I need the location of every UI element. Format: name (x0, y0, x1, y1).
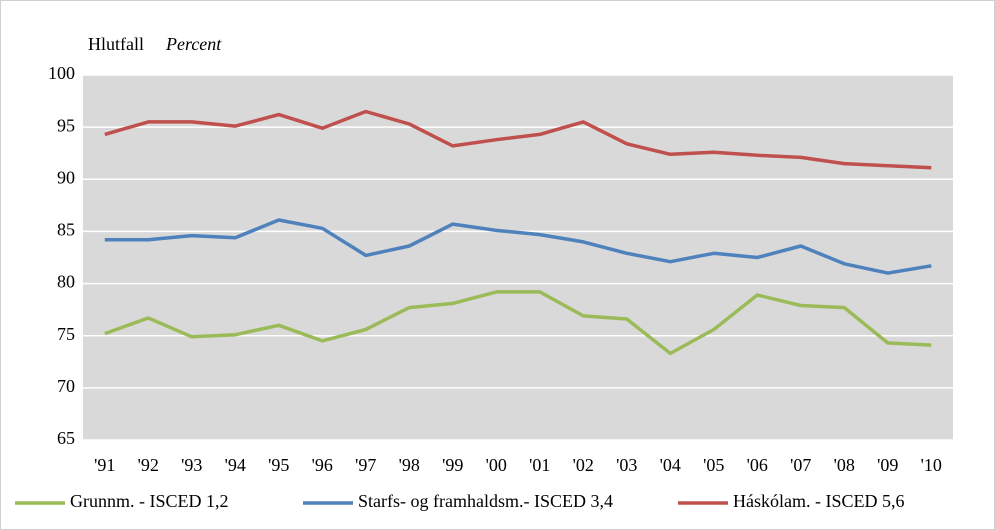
series-line (104, 218, 932, 275)
series-line (104, 109, 932, 170)
legend-label: Háskólam. - ISCED 5,6 (733, 491, 904, 511)
x-tick-label: '07 (790, 455, 811, 475)
x-tick-label: '06 (747, 455, 768, 475)
y-tick-label: 70 (57, 376, 75, 396)
x-tick-label: '02 (573, 455, 594, 475)
x-tick-label: '10 (921, 455, 942, 475)
x-tick-label: '09 (877, 455, 898, 475)
legend-label: Starfs- og framhaldsm.- ISCED 3,4 (358, 491, 613, 511)
y-tick-label: 95 (57, 115, 75, 135)
x-tick-label: '05 (703, 455, 724, 475)
y-axis-label-italic: Percent (165, 34, 222, 54)
x-tick-label: '98 (399, 455, 420, 475)
x-tick-label: '04 (660, 455, 681, 475)
x-tick-label: '97 (355, 455, 376, 475)
x-tick-label: '99 (442, 455, 463, 475)
y-tick-label: 100 (48, 63, 75, 83)
y-axis-label: Hlutfall (88, 34, 144, 54)
y-tick-label: 90 (57, 167, 75, 187)
x-tick-label: '95 (268, 455, 289, 475)
series-line (104, 290, 932, 356)
legend-label: Grunnm. - ISCED 1,2 (70, 491, 229, 511)
y-tick-label: 85 (57, 220, 75, 240)
x-tick-label: '03 (616, 455, 637, 475)
x-tick-label: '96 (312, 455, 333, 475)
x-tick-label: '91 (94, 455, 115, 475)
x-tick-label: '93 (181, 455, 202, 475)
x-tick-label: '01 (529, 455, 550, 475)
x-tick-label: '94 (225, 455, 246, 475)
y-tick-label: 80 (57, 272, 75, 292)
plot-area (83, 75, 953, 440)
y-tick-label: 65 (57, 428, 75, 448)
x-tick-label: '08 (834, 455, 855, 475)
y-tick-label: 75 (57, 324, 75, 344)
x-tick-label: '92 (138, 455, 159, 475)
x-tick-label: '00 (486, 455, 507, 475)
